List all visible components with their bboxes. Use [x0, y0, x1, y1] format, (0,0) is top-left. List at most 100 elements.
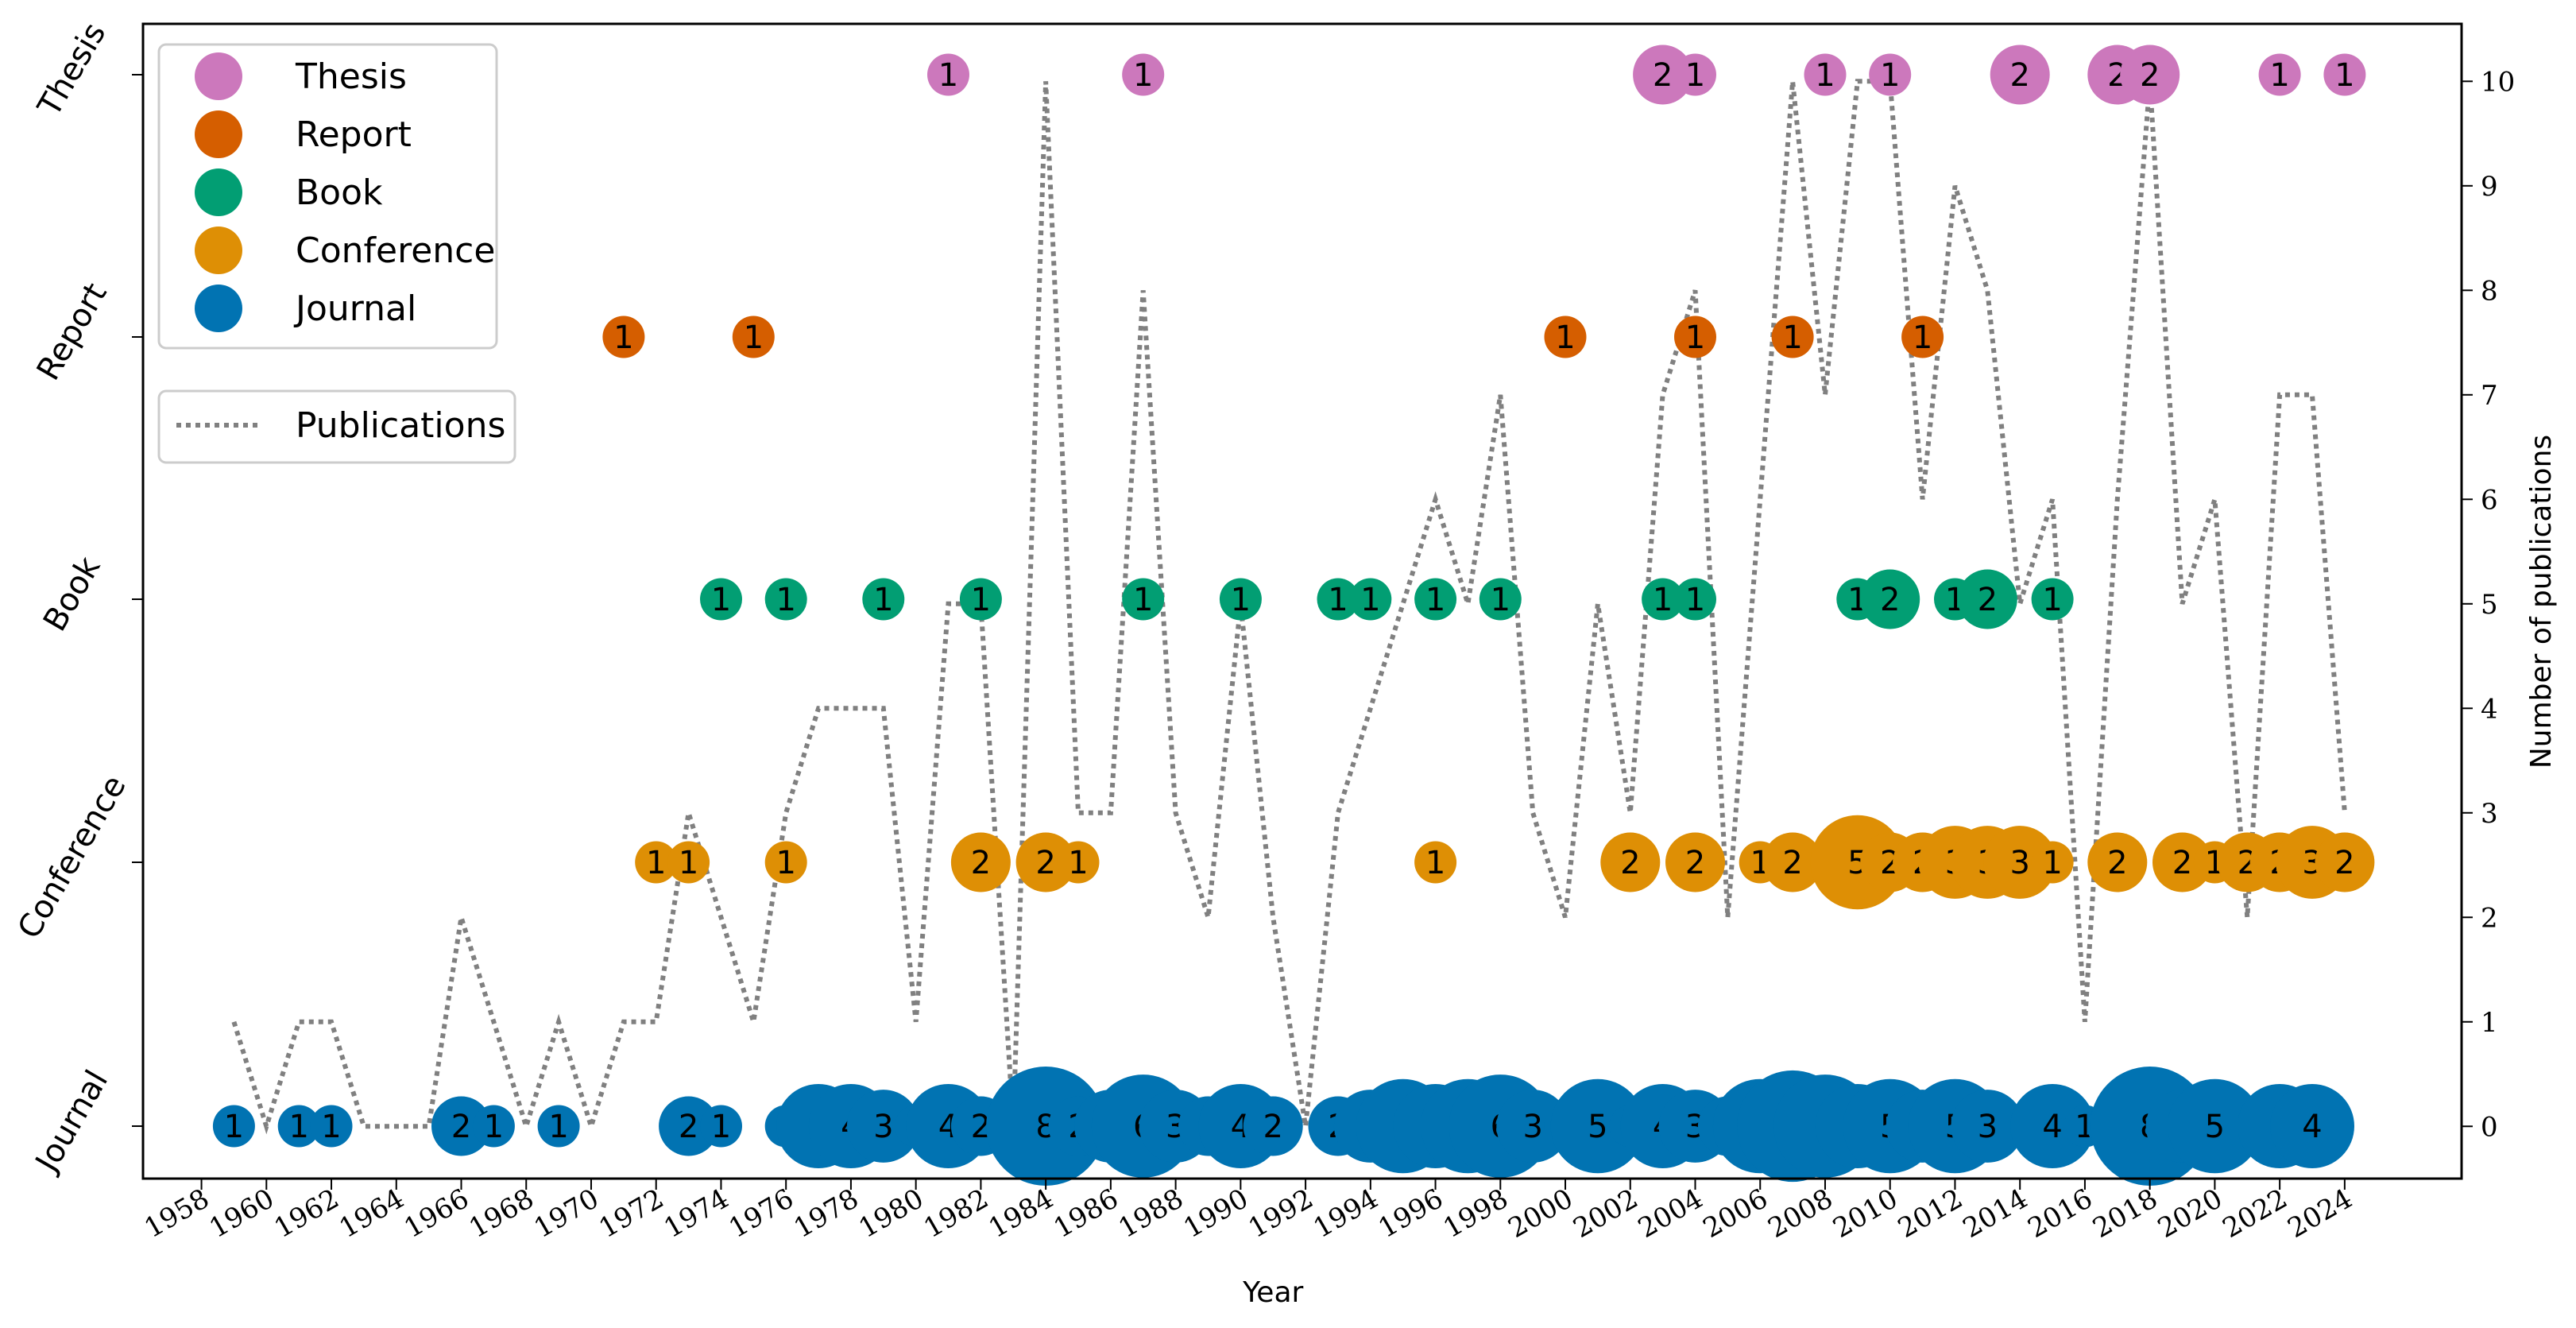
thesis-bubble-label-2024: 1 [2334, 57, 2354, 94]
journal-bubble-label-2013: 3 [1978, 1109, 1998, 1145]
publications-line [231, 79, 2347, 1135]
report-bubble-label-2000: 1 [1555, 319, 1575, 356]
x-tick-label-2016: 2016 [2022, 1183, 2098, 1245]
x-tick-label-2018: 2018 [2087, 1183, 2163, 1245]
report-bubble-label-1975: 1 [744, 319, 764, 356]
legend-marker-report [195, 110, 242, 158]
book-bubble-2010 [1860, 569, 1920, 629]
y-category-label-book: Book [37, 550, 108, 637]
x-tick-label-1976: 1976 [724, 1183, 799, 1245]
right-tick-label-6: 6 [2481, 484, 2498, 516]
book-bubble-label-1982: 1 [971, 582, 991, 618]
journal-bubble-label-1966: 2 [451, 1109, 471, 1145]
x-tick-label-1968: 1968 [464, 1183, 540, 1245]
right-axis-label: Number of publications [2525, 435, 2558, 769]
journal-bubble-label-2023: 4 [2302, 1109, 2322, 1145]
legend-marker-thesis [195, 52, 242, 100]
x-tick-label-1984: 1984 [984, 1183, 1059, 1245]
x-tick-label-2000: 2000 [1503, 1183, 1579, 1245]
x-tick-label-1980: 1980 [853, 1183, 929, 1245]
x-tick-label-2020: 2020 [2152, 1183, 2228, 1245]
conference-bubble-label-1996: 1 [1425, 845, 1445, 881]
journal-bubble-1999 [1496, 1090, 1570, 1163]
x-tick-label-1966: 1966 [399, 1183, 474, 1245]
book-bubble-1974 [700, 578, 742, 621]
conference-bubble-label-1985: 1 [1068, 845, 1088, 881]
book-bubble-label-1990: 1 [1231, 582, 1251, 618]
x-tick-label-1970: 1970 [529, 1183, 605, 1245]
journal-bubble-1961 [277, 1105, 320, 1148]
book-bubble-2015 [2031, 578, 2074, 621]
legend-label-report: Report [296, 114, 412, 155]
conference-bubble-label-2002: 2 [1620, 845, 1640, 881]
book-bubble-label-1994: 1 [1360, 582, 1380, 618]
right-tick-label-4: 4 [2481, 693, 2498, 725]
book-bubble-label-2013: 2 [1978, 582, 1998, 618]
journal-bubble-label-2020: 5 [2205, 1109, 2225, 1145]
conference-bubble-2024 [2315, 832, 2375, 892]
book-bubble-1982 [959, 578, 1002, 621]
conference-bubble-1984 [1015, 832, 1076, 892]
thesis-bubble-2008 [1804, 53, 1847, 96]
book-bubble-label-1987: 1 [1133, 582, 1153, 618]
conference-bubble-1973 [667, 841, 710, 884]
thesis-bubble-2003 [1633, 45, 1693, 105]
report-bubble-2007 [1771, 316, 1814, 358]
x-tick-label-2012: 2012 [1893, 1183, 1968, 1245]
right-tick-label-7: 7 [2481, 380, 2498, 412]
right-tick-label-2: 2 [2481, 902, 2498, 934]
thesis-bubble-2014 [1990, 45, 2050, 105]
thesis-bubble-label-2010: 1 [1880, 57, 1900, 94]
x-tick-label-2024: 2024 [2282, 1183, 2357, 1245]
conference-bubble-1972 [635, 841, 678, 884]
thesis-bubble-label-2014: 2 [2009, 57, 2029, 94]
book-bubble-2003 [1642, 578, 1684, 621]
journal-bubble-label-2001: 5 [1588, 1109, 1607, 1145]
legend-line-box [157, 389, 516, 464]
x-tick-label-1964: 1964 [334, 1183, 409, 1245]
book-bubble-2013 [1957, 569, 2017, 629]
journal-bubble-1984 [986, 1067, 1106, 1186]
journal-bubble-1959 [212, 1105, 255, 1148]
journal-bubble-label-1961: 1 [288, 1109, 308, 1145]
book-bubble-label-2015: 1 [2042, 582, 2062, 618]
report-bubble-label-2004: 1 [1685, 319, 1705, 356]
conference-bubble-label-1973: 1 [679, 845, 698, 881]
journal-bubble-label-1991: 2 [1263, 1109, 1282, 1145]
legend-marker-conference [195, 226, 242, 274]
journal-bubble-label-1974: 1 [711, 1109, 731, 1145]
journal-bubble-label-1969: 1 [548, 1109, 568, 1145]
x-tick-label-1986: 1986 [1048, 1183, 1124, 1245]
thesis-bubble-label-2022: 1 [2269, 57, 2289, 94]
book-bubble-label-1974: 1 [711, 582, 731, 618]
thesis-bubble-label-2004: 1 [1685, 57, 1705, 94]
x-tick-label-1992: 1992 [1244, 1183, 1319, 1245]
thesis-bubble-2022 [2258, 53, 2301, 96]
conference-bubble-label-1984: 2 [1035, 845, 1055, 881]
book-bubble-1994 [1349, 578, 1392, 621]
journal-bubble-1991 [1243, 1096, 1303, 1156]
thesis-bubble-2004 [1674, 53, 1716, 96]
x-tick-label-2014: 2014 [1958, 1183, 2033, 1245]
conference-bubble-1982 [950, 832, 1011, 892]
x-tick-label-1990: 1990 [1178, 1183, 1254, 1245]
conference-bubble-label-2015: 1 [2042, 845, 2062, 881]
legend-label-publications: Publications [296, 405, 505, 446]
publications-line-layer [231, 79, 2347, 1135]
journal-bubble-1979 [846, 1090, 920, 1163]
thesis-bubble-1981 [927, 53, 969, 96]
thesis-bubble-label-2018: 2 [2140, 57, 2160, 94]
right-tick-label-9: 9 [2481, 171, 2498, 203]
y-category-label-report: Report [30, 277, 114, 387]
x-tick-label-2008: 2008 [1763, 1183, 1839, 1245]
x-tick-label-1974: 1974 [659, 1183, 734, 1245]
book-bubble-label-2003: 1 [1653, 582, 1673, 618]
journal-bubble-2023 [2270, 1084, 2354, 1168]
y-category-label-conference: Conference [11, 769, 133, 945]
conference-bubble-label-2024: 2 [2334, 845, 2354, 881]
report-bubble-2011 [1901, 316, 1944, 358]
plot-frame [141, 22, 2463, 1180]
book-bubble-label-1998: 1 [1491, 582, 1510, 618]
x-tick-label-1998: 1998 [1438, 1183, 1514, 1245]
y-category-label-journal: Journal [28, 1064, 116, 1179]
